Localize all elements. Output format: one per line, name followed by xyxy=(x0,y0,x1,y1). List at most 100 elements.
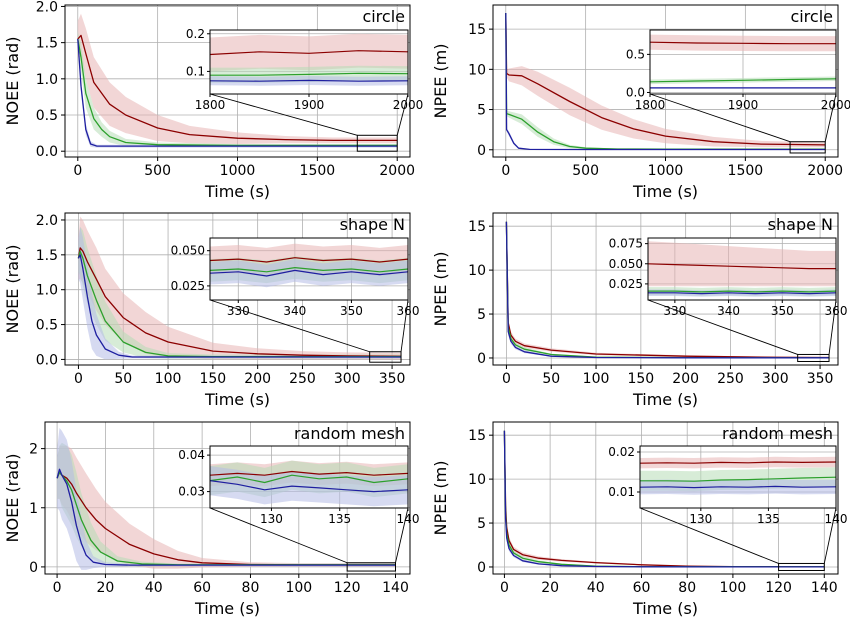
panel-3-inset-xtick-label: 340 xyxy=(283,304,306,318)
panel-1: 0 500 1000 1500 2000 0.0 0.5 1.0 1.5 2.0 Time (s) N… xyxy=(3,0,423,201)
panel-2-ytick-label: 10 xyxy=(468,62,486,78)
panel-5-xtick-label: 60 xyxy=(193,580,211,596)
panel-2-inset-series xyxy=(650,34,836,89)
panel-3-inset-xtick-label: 350 xyxy=(340,304,363,318)
panel-4-xtick-label: 350 xyxy=(807,371,834,387)
panel-6-xtick-label: 0 xyxy=(500,580,509,596)
panel-3-inset-series-blue-line xyxy=(210,269,408,277)
panel-4-zoom-connector xyxy=(828,299,837,355)
panel-3-xtick-label: 100 xyxy=(155,371,182,387)
panel-2-inset-xtick-label: 1800 xyxy=(635,98,666,112)
panel-5-inset-frame xyxy=(209,445,409,509)
panel-3-inset-series-red-line xyxy=(210,257,408,263)
panel-1-xtick-label: 1500 xyxy=(300,163,336,179)
panel-2-inset-ytick-label: 0.0 xyxy=(626,85,645,99)
panel-3-series-green-line xyxy=(77,250,401,358)
panel-5-xtick-label: 120 xyxy=(334,580,361,596)
panel-5-ylabel: NOEE (rad) xyxy=(3,454,22,543)
panel-1-xtick-label: 2000 xyxy=(379,163,415,179)
panel-1-xlabel: Time (s) xyxy=(204,182,270,201)
panel-4-inset-ytick-label: 0.075 xyxy=(609,237,643,251)
panel-6-inset-frame xyxy=(639,445,837,509)
panel-4-xtick-label: 100 xyxy=(583,371,610,387)
panel-1-inset-xtick-label: 2000 xyxy=(393,98,424,112)
panel-1-ytick-label: 0.5 xyxy=(36,108,58,124)
panel-3-xtick-label: 350 xyxy=(379,371,406,387)
panel-5-xtick-label: 20 xyxy=(97,580,115,596)
panel-5-xtick-label: 100 xyxy=(285,580,312,596)
panel-6-ytick-label: 0 xyxy=(477,560,486,576)
panel-1-zoom-connector xyxy=(396,93,409,136)
panel-2-xtick-label: 1000 xyxy=(648,163,684,179)
panel-6-inset-ytick-label: 0.01 xyxy=(608,485,635,499)
panel-1-series-green-line xyxy=(77,38,398,147)
panel-5-inset-series-red-line xyxy=(210,470,408,476)
panel-5-ytick-label: 2 xyxy=(29,442,38,458)
panel-1-ytick-label: 1.0 xyxy=(36,72,58,88)
panel-1-ylabel: NOEE (rad) xyxy=(3,37,22,126)
panel-2-xlabel: Time (s) xyxy=(632,182,698,201)
panel-3-inset-ytick-label: 0.050 xyxy=(171,244,205,258)
panel-5-axes-frame xyxy=(44,421,411,575)
panel-3-ytick-label: 0.5 xyxy=(36,318,58,334)
panel-6: 0 20 40 60 80 100 120 140 0 5 10 15 Time (s) NPEE (m)… xyxy=(431,421,848,618)
panel-5-zoom-connector xyxy=(395,507,409,563)
panel-4-zoom-box xyxy=(797,353,830,362)
panel-3-xtick-label: 50 xyxy=(114,371,132,387)
panel-3-inset: 330 340 350 360 0.025 0.050 xyxy=(171,237,420,318)
panel-4-inset-xtick-label: 360 xyxy=(825,304,848,318)
panel-1-inset: 1800 1900 2000 0.1 0.2 xyxy=(186,27,423,112)
panel-6-title: random mesh xyxy=(722,424,833,443)
panel-5-ytick-label: 1 xyxy=(29,501,38,517)
panel-2-series-green-band xyxy=(505,13,826,150)
panel-3-ytick-label: 2.0 xyxy=(36,213,58,229)
panel-4-ytick-label: 5 xyxy=(477,307,486,323)
panel-3-inset-xtick-label: 360 xyxy=(397,304,420,318)
panel-4-inset-xtick-label: 350 xyxy=(771,304,794,318)
panel-3-xtick-label: 200 xyxy=(244,371,271,387)
panel-4-xtick-label: 150 xyxy=(627,371,654,387)
panel-6-xtick-label: 20 xyxy=(541,580,559,596)
panel-1-xtick-label: 0 xyxy=(73,163,82,179)
panel-4-series-blue-line xyxy=(505,221,829,359)
panel-6-inset-xtick-label: 140 xyxy=(825,512,848,526)
panel-5-zoom-connector xyxy=(209,507,348,564)
panel-5-inset-series-green-line xyxy=(210,474,408,484)
panel-3-series-red-band xyxy=(78,216,402,360)
panel-2-title: circle xyxy=(790,7,833,26)
panel-5: 0 20 40 60 80 100 120 140 0 1 2 Time (s) NOEE (rad) r… xyxy=(3,421,419,618)
panel-5-series xyxy=(56,427,396,570)
panel-2-xtick-label: 1500 xyxy=(728,163,764,179)
panel-1-inset-series-red-line xyxy=(210,50,408,56)
panel-5-inset-ytick-label: 0.04 xyxy=(178,448,205,462)
panel-5-xtick-label: 0 xyxy=(53,580,62,596)
panel-2-inset-series-red-line xyxy=(650,41,836,45)
panel-3-series-blue-line xyxy=(77,254,401,358)
panel-4-inset-series-green-line xyxy=(648,290,836,293)
panel-3-inset-frame xyxy=(209,237,409,301)
panel-3-inset-series-green-line xyxy=(210,267,408,273)
panel-4-xlabel: Time (s) xyxy=(632,390,698,409)
panel-6-series-blue-line xyxy=(503,430,825,568)
panel-4-inset-ytick-label: 0.050 xyxy=(609,257,643,271)
panel-1-zoom-connector xyxy=(209,93,358,136)
panel-6-zoom-box xyxy=(778,562,825,571)
panel-2-series-red-line xyxy=(505,12,826,146)
panel-1-inset-series-green-line xyxy=(210,72,408,76)
panel-2-zoom-connector xyxy=(824,93,837,142)
panel-6-xtick-label: 100 xyxy=(720,580,747,596)
panel-1-series-green-band xyxy=(77,31,398,147)
panel-2-xtick-label: 2000 xyxy=(807,163,843,179)
panel-4-series xyxy=(505,221,830,359)
panel-5-xtick-label: 40 xyxy=(145,580,163,596)
panel-4-ytick-label: 15 xyxy=(468,219,486,235)
panel-3-series-blue-band xyxy=(78,226,402,360)
panel-1-zoom-box xyxy=(356,134,398,152)
panel-6-zoom-connector xyxy=(823,507,837,564)
panel-4-inset-frame xyxy=(647,237,837,301)
panel-3-inset-xtick-label: 330 xyxy=(227,304,250,318)
panel-6-ytick-label: 5 xyxy=(477,516,486,532)
panel-6-xtick-label: 120 xyxy=(765,580,792,596)
panel-2-inset-xtick-label: 1900 xyxy=(728,98,759,112)
panel-1-xtick-label: 500 xyxy=(144,163,171,179)
